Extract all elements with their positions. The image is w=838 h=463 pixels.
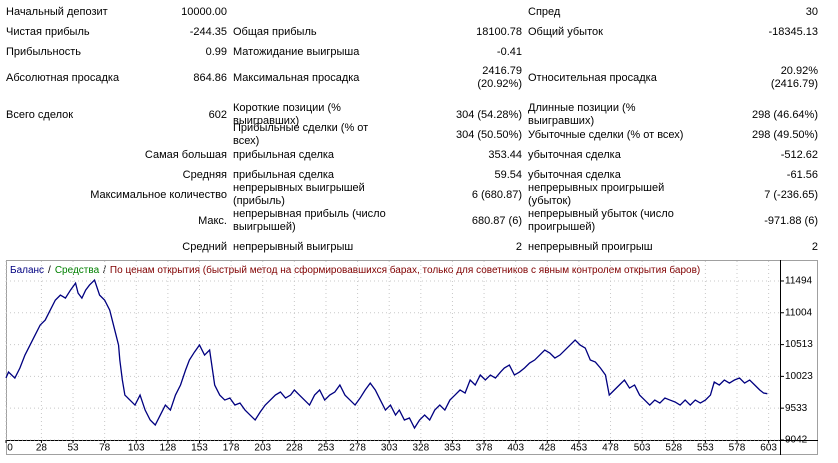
stat-label: Длинные позиции (% выигравших) xyxy=(528,102,636,127)
x-tick-label: 28 xyxy=(36,443,48,454)
x-tick-label: 178 xyxy=(223,443,240,454)
stat-value: -244.35 xyxy=(189,25,227,38)
legend: Баланс / Средства / По ценам открытия (быстр… xyxy=(10,264,700,276)
stat-value: -512.62 xyxy=(780,148,818,161)
stat-value: 680.87 (6) xyxy=(471,214,522,227)
x-tick-label: 0 xyxy=(7,443,13,454)
stat-label: Средняя xyxy=(182,168,227,181)
stat-value: -61.56 xyxy=(786,168,818,181)
stat-label: Короткие позиции (% выигравших) xyxy=(233,102,341,127)
stat-label: Максимальная просадка xyxy=(233,71,360,84)
stat-value: 298 (49.50%) xyxy=(751,128,818,141)
x-tick-label: 403 xyxy=(507,443,524,454)
stat-value: -971.88 (6) xyxy=(764,214,818,227)
stat-value: 6 (680.87) xyxy=(471,188,522,201)
stat-label: Общий убыток xyxy=(528,25,603,38)
chart-frame xyxy=(6,260,818,455)
stat-label: Абсолютная просадка xyxy=(6,71,120,84)
stat-label: Чистая прибыль xyxy=(6,25,90,38)
x-tick-label: 478 xyxy=(602,443,619,454)
x-tick-label: 253 xyxy=(318,443,335,454)
stat-label: Общая прибыль xyxy=(233,25,317,38)
stat-label: непрерывный проигрыш xyxy=(528,240,653,253)
x-tick-label: 453 xyxy=(571,443,588,454)
legend-separator: / xyxy=(48,265,51,276)
stat-label: Матожидание выигрыша xyxy=(233,45,360,58)
stat-value: 2 xyxy=(811,240,818,253)
stat-label: Всего сделок xyxy=(6,108,74,121)
y-tick-label: 10023 xyxy=(785,371,813,382)
stat-value: 18100.78 xyxy=(476,25,522,38)
stat-value: 864.86 xyxy=(193,71,227,84)
stat-value: 2416.79 (20.92%) xyxy=(477,65,522,90)
x-tick-label: 378 xyxy=(476,443,493,454)
balance-line xyxy=(5,278,768,430)
stat-label: Спред xyxy=(528,5,561,18)
x-tick-label: 53 xyxy=(67,443,79,454)
stat-value: 304 (54.28%) xyxy=(455,108,522,121)
legend-separator: / xyxy=(103,265,106,276)
x-tick-label: 528 xyxy=(665,443,682,454)
stat-value: 59.54 xyxy=(494,168,522,181)
stat-value: 298 (46.64%) xyxy=(751,108,818,121)
stat-label: непрерывных выигрышей (прибыль) xyxy=(233,182,365,207)
stat-value: 304 (50.50%) xyxy=(455,128,522,141)
stat-label: Средний xyxy=(182,240,227,253)
x-tick-label: 428 xyxy=(539,443,556,454)
stat-label: Относительная просадка xyxy=(528,71,657,84)
x-tick-label: 153 xyxy=(191,443,208,454)
stat-label: Начальный депозит xyxy=(6,5,108,18)
x-tick-label: 103 xyxy=(128,443,145,454)
stat-label: убыточная сделка xyxy=(528,148,621,161)
y-tick-label: 11004 xyxy=(785,307,813,318)
x-tick-label: 603 xyxy=(760,443,777,454)
legend-equity: Средства xyxy=(55,265,100,276)
chart-subtitle: По ценам открытия (быстрый метод на сфор… xyxy=(110,264,700,276)
y-tick-label: 9533 xyxy=(785,403,808,414)
stat-label: непрерывных проигрышей (убыток) xyxy=(528,182,665,207)
x-tick-label: 128 xyxy=(160,443,177,454)
x-tick-label: 578 xyxy=(729,443,746,454)
y-tick-label: 11494 xyxy=(785,276,813,287)
x-tick-label: 553 xyxy=(697,443,714,454)
x-tick-label: 328 xyxy=(412,443,429,454)
x-tick-label: 228 xyxy=(286,443,303,454)
y-tick-label: 9042 xyxy=(785,435,808,446)
stat-value: 2 xyxy=(515,240,522,253)
stat-label: убыточная сделка xyxy=(528,168,621,181)
stat-label: непрерывный убыток (число проигрышей) xyxy=(528,208,674,233)
stat-label: прибыльная сделка xyxy=(233,168,335,181)
x-tick-label: 303 xyxy=(381,443,398,454)
x-tick-label: 353 xyxy=(444,443,461,454)
y-tick-label: 10513 xyxy=(785,339,813,350)
stat-label: Самая большая xyxy=(144,148,227,161)
x-tick-label: 278 xyxy=(349,443,366,454)
stat-value: 0.99 xyxy=(205,45,227,58)
stat-label: прибыльная сделка xyxy=(233,148,335,161)
stat-value: 10000.00 xyxy=(181,5,227,18)
stat-label: Макс. xyxy=(198,214,227,227)
stat-label: Максимальное количество xyxy=(90,188,227,201)
stat-label: Прибыльные сделки (% от всех) xyxy=(233,122,369,147)
report-table: Начальный депозит 10000.00 Спред 30 Чистая п… xyxy=(0,2,818,257)
stat-label: Убыточные сделки (% от всех) xyxy=(528,128,684,141)
stat-value: 20.92% (2416.79) xyxy=(770,65,818,90)
x-tick-label: 503 xyxy=(634,443,651,454)
stat-value: 602 xyxy=(208,108,227,121)
x-tick-label: 203 xyxy=(254,443,271,454)
legend-balance: Баланс xyxy=(10,265,44,276)
stat-value: -18345.13 xyxy=(768,25,818,38)
stat-value: 353.44 xyxy=(488,148,522,161)
stat-label: Прибыльность xyxy=(6,45,81,58)
stat-value: 7 (-236.65) xyxy=(764,188,818,201)
stat-value: 30 xyxy=(805,5,818,18)
x-tick-label: 78 xyxy=(99,443,111,454)
stat-value: -0.41 xyxy=(496,45,522,58)
stat-label: непрерывный выигрыш xyxy=(233,240,354,253)
stat-label: непрерывная прибыль (число выигрышей) xyxy=(233,208,386,233)
